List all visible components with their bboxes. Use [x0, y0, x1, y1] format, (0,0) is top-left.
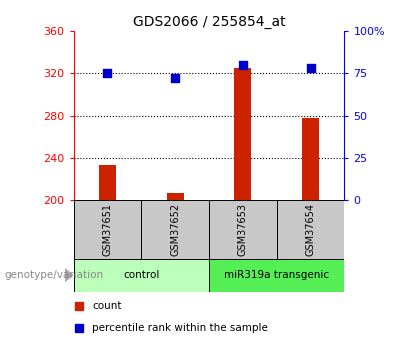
- Bar: [141, 200, 209, 259]
- Bar: [302, 118, 319, 200]
- Point: [239, 62, 246, 68]
- Bar: [99, 165, 116, 200]
- Point: [172, 76, 178, 81]
- Bar: [277, 200, 344, 259]
- Text: GSM37654: GSM37654: [305, 203, 315, 256]
- Bar: [209, 200, 277, 259]
- Point: [104, 71, 111, 76]
- Point: [307, 66, 314, 71]
- Bar: [74, 200, 141, 259]
- Bar: [167, 193, 184, 200]
- Title: GDS2066 / 255854_at: GDS2066 / 255854_at: [133, 14, 285, 29]
- Text: GSM37652: GSM37652: [170, 203, 180, 256]
- Bar: [74, 259, 209, 292]
- Text: percentile rank within the sample: percentile rank within the sample: [92, 323, 268, 333]
- Bar: [234, 68, 251, 200]
- Text: control: control: [123, 270, 160, 280]
- Text: GSM37653: GSM37653: [238, 203, 248, 256]
- Bar: [209, 259, 344, 292]
- Text: count: count: [92, 300, 122, 310]
- Text: genotype/variation: genotype/variation: [4, 270, 103, 280]
- Polygon shape: [65, 269, 73, 282]
- Text: GSM37651: GSM37651: [102, 203, 113, 256]
- Text: miR319a transgenic: miR319a transgenic: [224, 270, 329, 280]
